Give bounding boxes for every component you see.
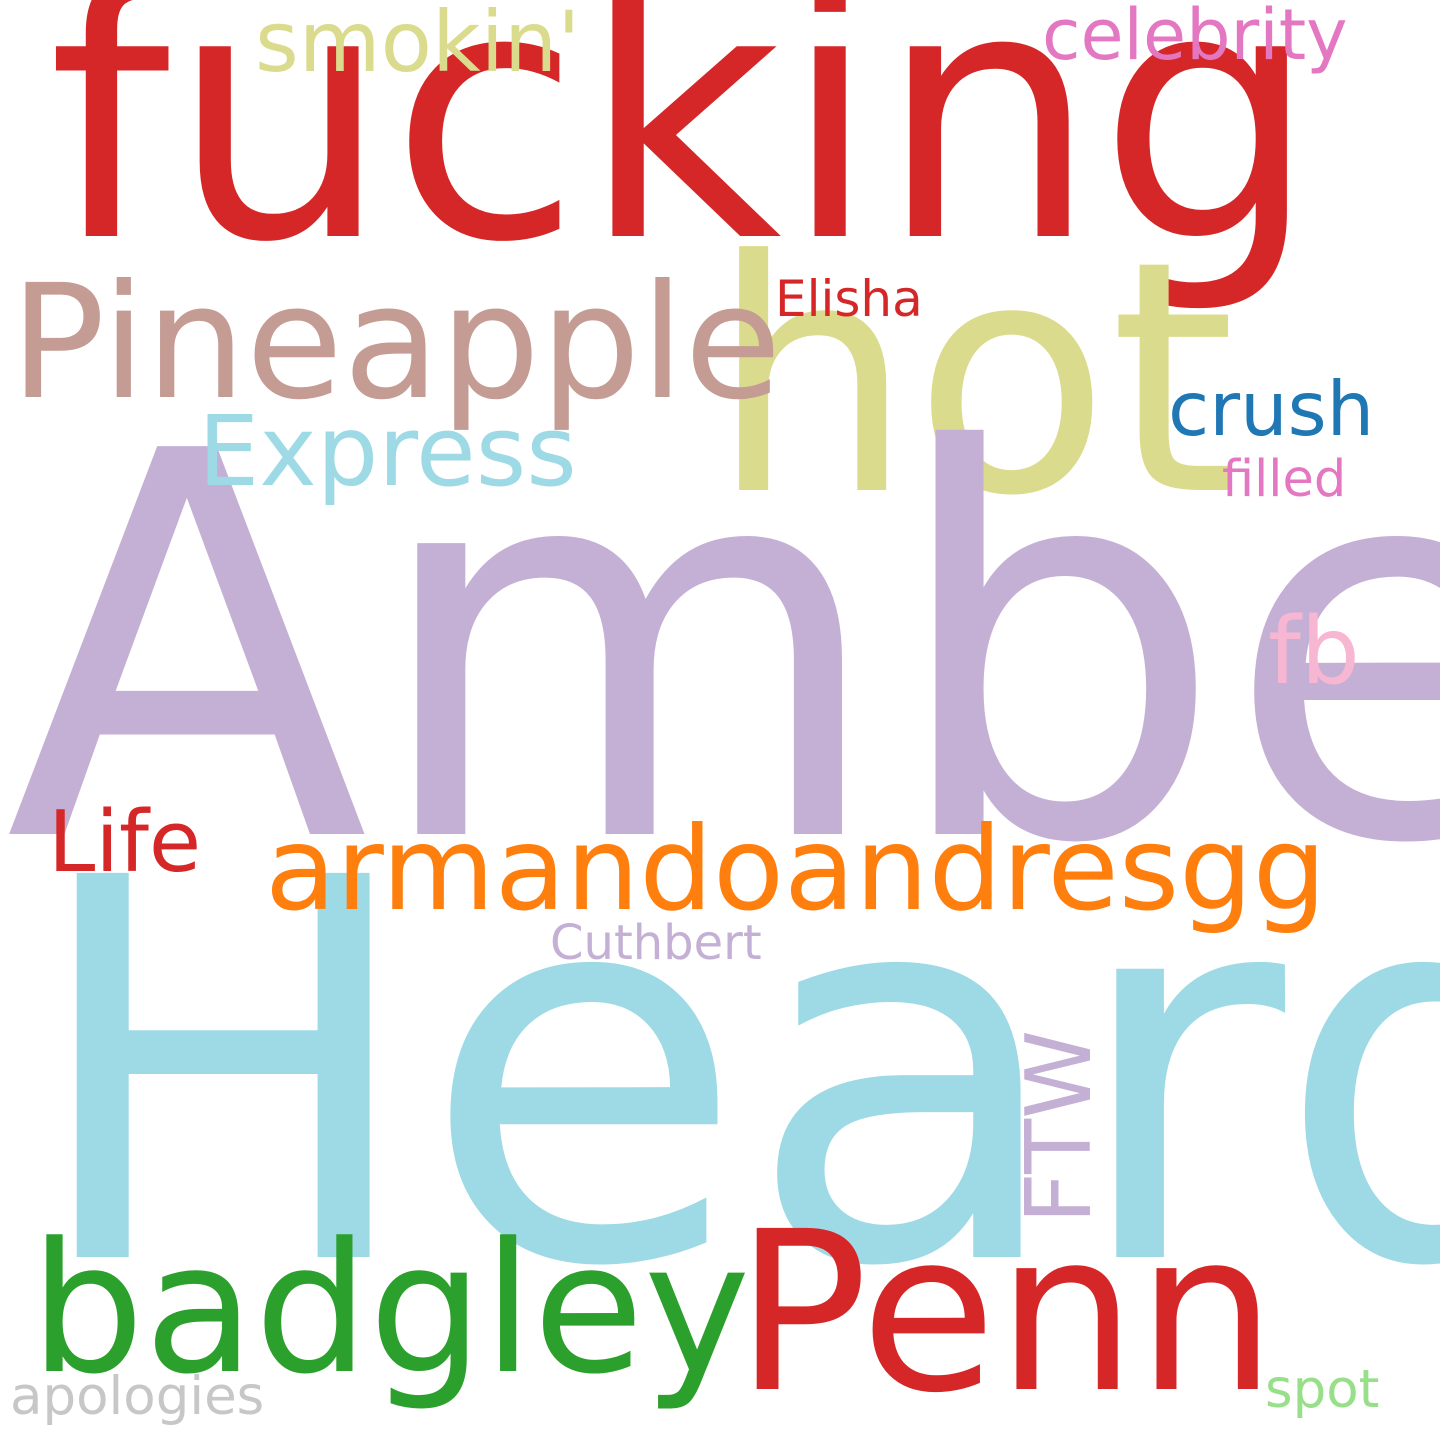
word-fucking: fucking xyxy=(48,0,1319,318)
word-filled: filled xyxy=(1222,450,1347,509)
word-spot: spot xyxy=(1265,1359,1380,1420)
word-apologies: apologies xyxy=(10,1366,265,1427)
word-cuthbert: Cuthbert xyxy=(550,915,762,971)
word-armandoandresgg: armandoandresgg xyxy=(265,802,1327,937)
word-smokin: smokin' xyxy=(255,0,581,91)
word-hot: hot xyxy=(710,192,1236,566)
word-heard: Heard xyxy=(25,769,1440,1382)
word-crush: crush xyxy=(1168,365,1375,453)
word-life: Life xyxy=(48,793,202,892)
word-penn: Penn xyxy=(735,1185,1277,1440)
word-elisha: Elisha xyxy=(775,270,923,328)
word-ftw: FTW xyxy=(1007,1029,1112,1224)
word-badgley: badgley xyxy=(30,1205,751,1414)
word-celebrity: celebrity xyxy=(1042,0,1348,76)
word-pineapple: Pineapple xyxy=(10,251,782,435)
word-amber: Amber xyxy=(5,341,1440,960)
word-express: Express xyxy=(198,395,577,508)
word-fb: fb xyxy=(1268,597,1360,705)
